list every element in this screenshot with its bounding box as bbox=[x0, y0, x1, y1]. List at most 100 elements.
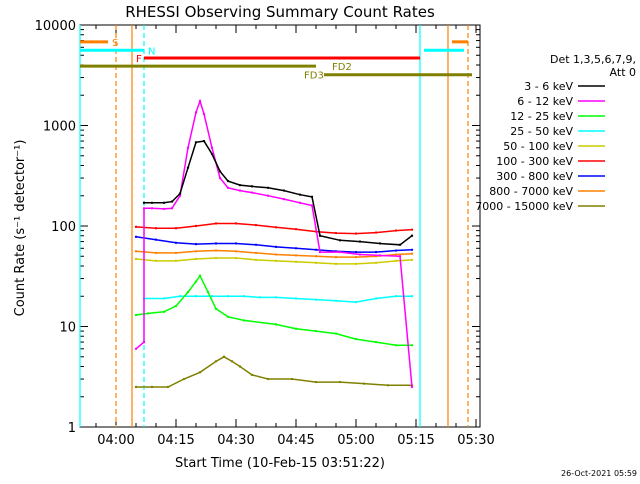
series-point bbox=[186, 146, 190, 149]
series-point bbox=[254, 223, 258, 227]
series-point bbox=[374, 340, 378, 344]
series-point bbox=[194, 111, 198, 114]
series-line bbox=[135, 257, 413, 265]
series-point bbox=[150, 201, 154, 205]
series-point bbox=[234, 250, 238, 253]
legend-label: 6 - 12 keV bbox=[517, 95, 573, 108]
series-point bbox=[234, 222, 238, 225]
series-point bbox=[274, 259, 278, 263]
y-axis-label: Count Rate (s⁻¹ detector⁻¹) bbox=[13, 140, 28, 317]
series-point bbox=[294, 327, 298, 330]
series-point bbox=[142, 207, 146, 210]
series-point bbox=[314, 255, 318, 258]
legend-label: 300 - 800 keV bbox=[496, 170, 573, 183]
series-point bbox=[334, 262, 338, 266]
series-point bbox=[394, 249, 398, 252]
series-point bbox=[206, 290, 210, 294]
legend-label: 800 - 7000 keV bbox=[489, 185, 573, 198]
series-point bbox=[282, 189, 286, 192]
series-point bbox=[242, 295, 246, 298]
series-point bbox=[410, 228, 414, 231]
series-point bbox=[214, 242, 218, 245]
series-point bbox=[182, 377, 186, 381]
legend-title-line1: Det 1,3,5,6,7,9, bbox=[550, 53, 636, 66]
series-point bbox=[374, 297, 378, 300]
series-point bbox=[162, 207, 166, 211]
series-point bbox=[162, 310, 166, 314]
series-point bbox=[202, 139, 206, 143]
series-point bbox=[134, 385, 138, 389]
series-point bbox=[274, 245, 278, 249]
series-point bbox=[154, 259, 158, 263]
series-point bbox=[234, 256, 238, 260]
series-point bbox=[294, 260, 298, 264]
series-point bbox=[266, 186, 270, 189]
series-point bbox=[314, 298, 318, 301]
series-point bbox=[338, 250, 342, 254]
series-point bbox=[174, 251, 178, 255]
series-point bbox=[174, 304, 178, 308]
series-point bbox=[354, 262, 358, 266]
y-tick-label: 10 bbox=[59, 321, 76, 336]
series-point bbox=[294, 247, 298, 250]
flag-label-f: F bbox=[136, 54, 142, 65]
series-point bbox=[338, 239, 342, 242]
series-point bbox=[310, 204, 314, 207]
series-point bbox=[254, 243, 258, 247]
series-point bbox=[274, 226, 278, 229]
series-point bbox=[250, 191, 254, 194]
series-point bbox=[234, 242, 238, 245]
series-point bbox=[334, 299, 338, 303]
series-point bbox=[258, 296, 262, 299]
series-point bbox=[214, 249, 218, 252]
y-tick-label: 100 bbox=[51, 220, 76, 235]
series-point bbox=[146, 312, 150, 315]
series-point bbox=[314, 248, 318, 251]
series-point bbox=[238, 189, 242, 192]
series-point bbox=[210, 152, 214, 156]
flag-label-fd2: FD2 bbox=[332, 62, 352, 73]
series-point bbox=[150, 385, 154, 389]
plot-area: 1 10 100 1000 10000 04:00 04:15 04:30 04:45 05:00… bbox=[35, 19, 495, 448]
series-point bbox=[410, 295, 414, 298]
series-point bbox=[318, 234, 322, 237]
series-point bbox=[334, 255, 338, 259]
series-point bbox=[274, 323, 278, 326]
series-point bbox=[134, 257, 138, 261]
series-point bbox=[238, 365, 242, 368]
series-point bbox=[142, 340, 146, 344]
series-point bbox=[214, 360, 218, 363]
series-point bbox=[274, 253, 278, 256]
series-point bbox=[194, 280, 198, 283]
series-point bbox=[314, 380, 318, 384]
series-point bbox=[410, 248, 414, 251]
series-point bbox=[174, 227, 178, 230]
series-point bbox=[266, 377, 270, 381]
series-point bbox=[354, 232, 358, 235]
series-point bbox=[134, 225, 138, 229]
series-point bbox=[198, 274, 202, 277]
series-point bbox=[186, 166, 190, 169]
series-point bbox=[218, 170, 222, 173]
series-point bbox=[194, 257, 198, 261]
series-point bbox=[374, 250, 378, 254]
series-point bbox=[194, 250, 198, 253]
series-point bbox=[410, 258, 414, 262]
series-point bbox=[250, 373, 254, 377]
series-point bbox=[394, 253, 398, 256]
flag-label-fd3: FD3 bbox=[304, 71, 324, 82]
series-point bbox=[254, 258, 258, 262]
series-point bbox=[394, 229, 398, 232]
series-point bbox=[398, 243, 402, 247]
x-tick-label: 04:45 bbox=[277, 433, 314, 448]
y-tick-label: 10000 bbox=[35, 19, 76, 34]
series-point bbox=[226, 315, 230, 318]
y-tick-label: 1000 bbox=[43, 120, 76, 135]
series-point bbox=[194, 141, 198, 144]
series-point bbox=[238, 183, 242, 187]
series-point bbox=[162, 201, 166, 205]
series-line bbox=[135, 222, 413, 235]
legend-label: 3 - 6 keV bbox=[524, 80, 573, 93]
series-point bbox=[174, 241, 178, 245]
